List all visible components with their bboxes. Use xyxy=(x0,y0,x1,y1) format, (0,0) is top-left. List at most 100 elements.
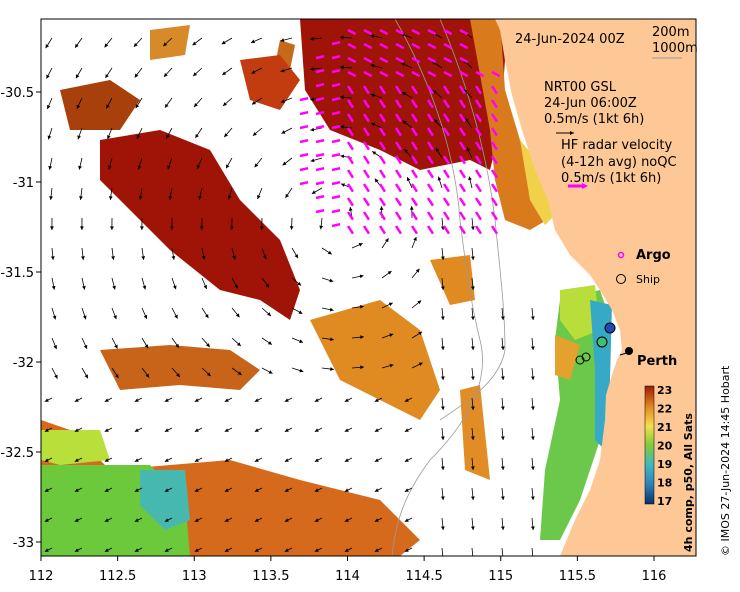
model-arrowhead xyxy=(470,256,475,260)
radar-arrow xyxy=(442,127,450,137)
model-arrowhead xyxy=(389,363,394,368)
model-arrowhead xyxy=(468,176,472,181)
radar-arrow xyxy=(315,124,325,130)
radar-arrow xyxy=(490,113,498,123)
model-arrowhead xyxy=(265,283,270,288)
model-arrowhead xyxy=(359,274,364,279)
model-arrowhead xyxy=(329,307,334,312)
model-arrowhead xyxy=(470,496,475,500)
model-arrowhead xyxy=(530,346,535,350)
model-arrowhead xyxy=(134,488,139,492)
model-arrowhead xyxy=(251,100,256,105)
radar-arrow xyxy=(443,28,453,36)
model-arrowhead xyxy=(104,548,109,552)
model-arrowhead xyxy=(164,458,169,462)
model-arrowhead xyxy=(374,178,379,183)
y-tick-label: -33 xyxy=(13,536,34,551)
model-arrowhead xyxy=(196,164,201,169)
model-arrowhead xyxy=(48,165,53,170)
model-arrowhead xyxy=(224,488,229,492)
model-arrowhead xyxy=(44,488,49,492)
radar-arrow xyxy=(362,99,370,109)
model-arrowhead xyxy=(74,458,79,462)
radar-scale-label: 0.5m/s (1kt 6h) xyxy=(561,171,661,186)
radar-arrow xyxy=(362,197,370,207)
y-axis-ticks: -30.5 -31 -31.5 -32 -32.5 -33 xyxy=(0,86,41,551)
radar-arrow xyxy=(394,141,402,151)
radar-arrow xyxy=(394,99,402,109)
radar-arrow xyxy=(331,180,341,186)
radar-arrow xyxy=(475,70,485,78)
model-arrowhead xyxy=(114,344,118,349)
model-arrowhead xyxy=(83,344,88,349)
model-arrowhead xyxy=(195,133,199,138)
model-arrowhead xyxy=(224,398,229,402)
model-arrowhead xyxy=(44,458,49,462)
radar-arrow xyxy=(458,197,466,207)
radar-arrow xyxy=(442,113,450,123)
model-arrowhead xyxy=(330,337,334,342)
model-arrowhead xyxy=(500,526,505,530)
x-tick-label: 114.5 xyxy=(406,569,443,584)
model-arrowhead xyxy=(227,195,232,200)
y-tick-label: -31.5 xyxy=(0,266,34,281)
radar-arrow xyxy=(394,225,402,235)
model-arrowhead xyxy=(143,314,148,319)
model-arrowhead xyxy=(80,226,84,230)
model-arrowhead xyxy=(104,43,109,48)
radar-arrow xyxy=(474,197,482,207)
model-arrowhead xyxy=(224,133,229,138)
model-arrowhead xyxy=(141,256,146,260)
plot-frame xyxy=(40,18,697,557)
radar-arrow xyxy=(346,113,354,123)
model-arrowhead xyxy=(104,428,109,432)
model-arrowhead xyxy=(500,346,505,350)
radar-arrow xyxy=(331,96,341,102)
model-arrowhead xyxy=(440,316,445,320)
model-arrowhead xyxy=(201,255,206,260)
radar-arrow xyxy=(490,99,498,109)
model-arrowhead xyxy=(236,342,241,347)
model-arrowhead xyxy=(281,130,286,134)
model-scale-label: 0.5m/s (1kt 6h) xyxy=(544,112,644,127)
radar-arrow xyxy=(426,155,434,165)
model-arrowhead xyxy=(371,122,376,127)
model-arrowhead xyxy=(138,196,143,200)
model-arrowhead xyxy=(340,65,344,70)
radar-arrow xyxy=(458,127,466,137)
x-tick-label: 115 xyxy=(488,569,513,584)
model-arrowhead xyxy=(299,368,304,373)
model-arrowhead xyxy=(78,165,82,170)
model-arrowhead xyxy=(340,154,345,159)
radar-arrow xyxy=(426,127,434,137)
isobath-200-label: 200m xyxy=(652,25,689,40)
radar-arrow xyxy=(410,141,418,151)
ship-legend-icon xyxy=(616,274,626,284)
model-arrowhead xyxy=(203,285,208,289)
model-arrowhead xyxy=(406,177,411,182)
radar-arrow xyxy=(379,42,389,50)
model-label-line1: NRT00 GSL xyxy=(544,80,617,95)
model-arrowhead xyxy=(314,398,319,402)
radar-arrow xyxy=(411,42,421,50)
radar-arrow xyxy=(346,155,354,165)
radar-arrow xyxy=(410,85,418,95)
model-arrowhead xyxy=(280,99,285,103)
model-arrowhead xyxy=(206,372,211,377)
radar-arrow xyxy=(362,155,370,165)
model-arrowhead xyxy=(49,196,53,200)
radar-arrow xyxy=(442,183,450,193)
x-tick-label: 114 xyxy=(335,569,360,584)
model-arrowhead xyxy=(329,278,334,283)
model-arrowhead xyxy=(280,68,285,73)
y-tick-label: -31 xyxy=(13,176,34,191)
radar-arrow xyxy=(378,183,386,193)
radar-arrow xyxy=(442,211,450,221)
radar-arrow xyxy=(394,169,402,179)
model-arrowhead xyxy=(44,518,49,522)
model-arrowhead xyxy=(314,428,319,432)
radar-arrow xyxy=(458,211,466,221)
model-arrowhead xyxy=(134,518,139,522)
model-arrowhead xyxy=(134,458,139,462)
model-arrowhead xyxy=(440,406,445,410)
